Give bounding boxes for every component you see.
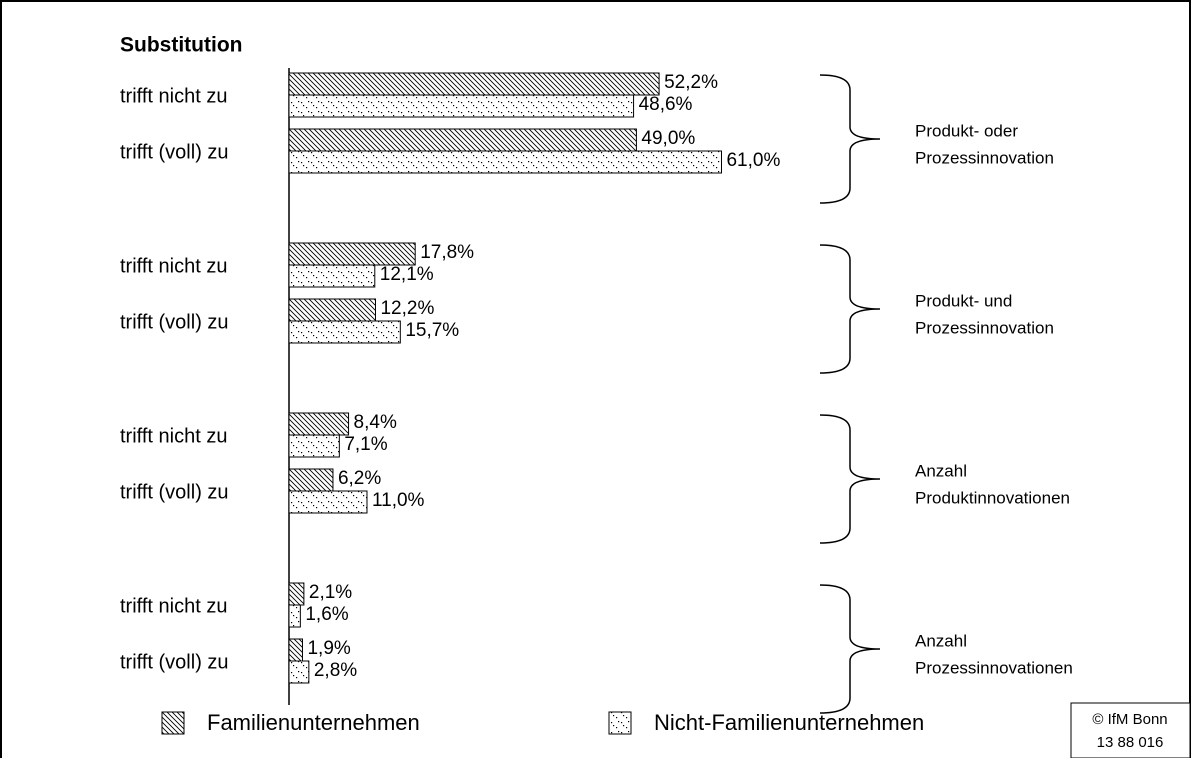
source-line: 13 88 016 (1097, 734, 1164, 751)
value-label: 11,0% (372, 490, 425, 511)
bar (288, 412, 350, 436)
group-label: Prozessinnovationen (915, 658, 1073, 677)
value-label: 2,8% (314, 660, 357, 681)
chart-title: Substitution (120, 34, 242, 57)
value-label: 1,9% (307, 638, 350, 659)
value-label: 12,2% (380, 298, 434, 319)
legend-label: Nicht-Familienunternehmen (654, 710, 924, 735)
bar (288, 128, 637, 152)
bar (288, 468, 334, 492)
group-label: Anzahl (915, 461, 967, 480)
category-label: trifft nicht zu (120, 595, 227, 617)
bar (288, 242, 416, 266)
bar (288, 582, 305, 606)
category-label: trifft (voll) zu (120, 481, 229, 503)
value-label: 12,1% (380, 264, 434, 285)
value-label: 17,8% (420, 242, 474, 263)
bar (288, 638, 303, 662)
bar (288, 320, 401, 344)
bar (288, 604, 301, 628)
category-label: trifft (voll) zu (120, 651, 229, 673)
source-line: © IfM Bonn (1092, 711, 1167, 728)
group-label: Produkt- und (915, 291, 1012, 310)
group-label: Prozessinnovation (915, 318, 1054, 337)
value-label: 48,6% (639, 94, 693, 115)
category-label: trifft nicht zu (120, 255, 227, 277)
group-bracket (819, 74, 881, 204)
value-label: 1,6% (305, 604, 348, 625)
group-label: Prozessinnovation (915, 148, 1054, 167)
bar (288, 434, 340, 458)
value-label: 7,1% (344, 434, 387, 455)
bar (288, 264, 376, 288)
group-label: Produkt- oder (915, 121, 1018, 140)
category-label: trifft (voll) zu (120, 311, 229, 333)
value-label: 6,2% (338, 468, 381, 489)
value-label: 15,7% (405, 320, 459, 341)
category-label: trifft (voll) zu (120, 141, 229, 163)
legend-label: Familienunternehmen (207, 710, 420, 735)
value-label: 61,0% (726, 150, 780, 171)
group-label: Anzahl (915, 631, 967, 650)
category-label: trifft nicht zu (120, 425, 227, 447)
value-label: 2,1% (309, 582, 352, 603)
bar (288, 72, 660, 96)
bar (288, 150, 722, 174)
bar (288, 298, 376, 322)
value-label: 52,2% (664, 72, 718, 93)
legend-swatch (608, 711, 632, 735)
value-label: 8,4% (354, 412, 397, 433)
value-label: 49,0% (641, 128, 695, 149)
bar (288, 660, 310, 684)
bar (288, 490, 368, 514)
group-bracket (819, 414, 881, 544)
bar (288, 94, 635, 118)
group-label: Produktinnovationen (915, 488, 1070, 507)
legend-swatch (161, 711, 185, 735)
group-bracket (819, 244, 881, 374)
group-bracket (819, 584, 881, 714)
category-label: trifft nicht zu (120, 85, 227, 107)
source-box (1070, 702, 1191, 758)
